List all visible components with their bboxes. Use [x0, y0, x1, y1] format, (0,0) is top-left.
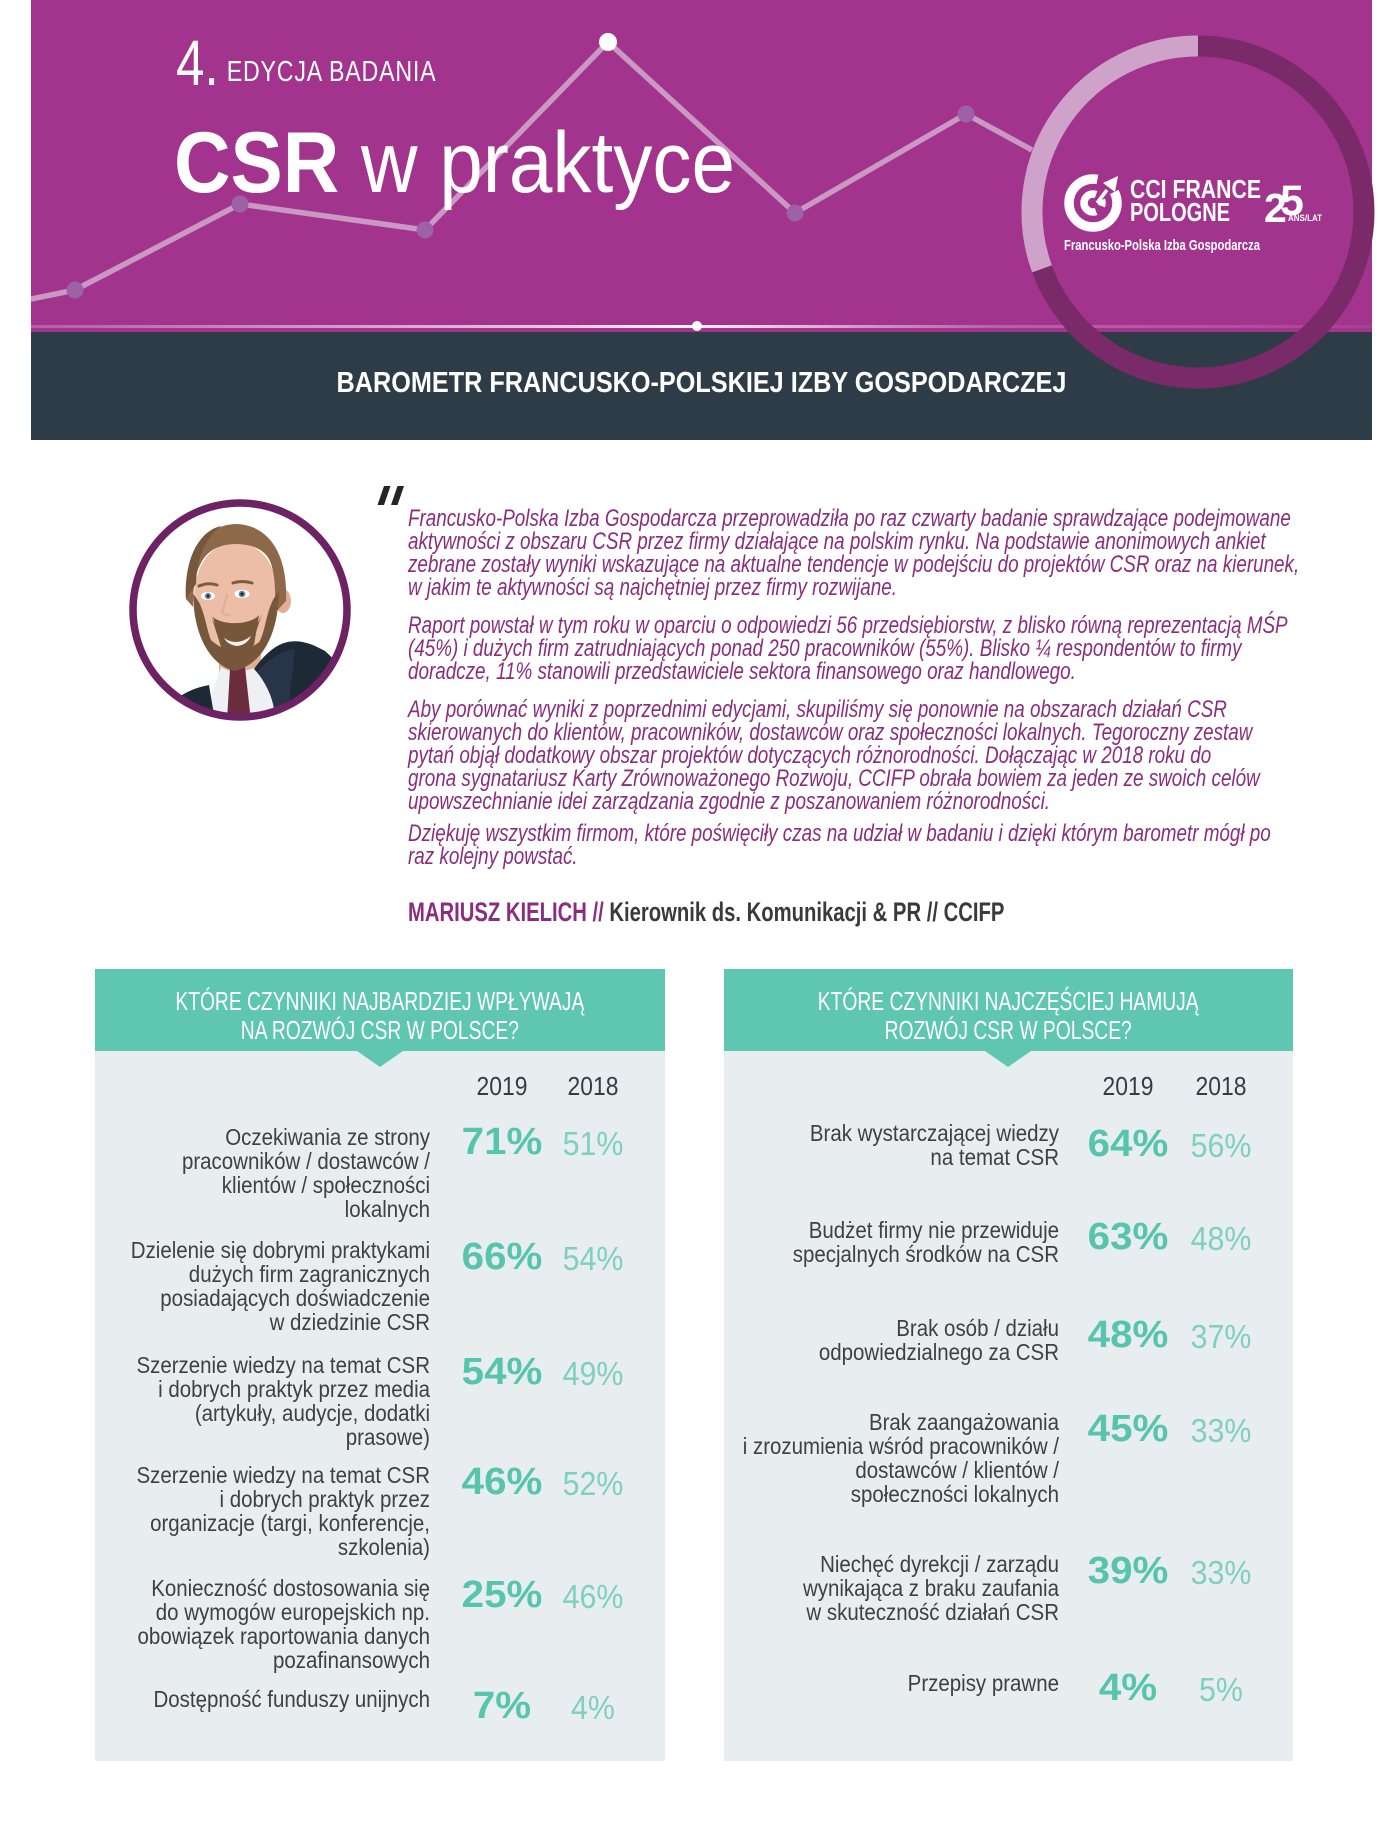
svg-text:CCI FRANCE: CCI FRANCE — [1130, 174, 1261, 204]
svg-text:5: 5 — [1280, 177, 1304, 225]
svg-text:POLOGNE: POLOGNE — [1130, 197, 1230, 227]
svg-text:Francusko-Polska Izba Gospodar: Francusko-Polska Izba Gospodarcza — [1064, 237, 1260, 254]
svg-text:2: 2 — [1264, 185, 1287, 231]
svg-text:ANS/LAT: ANS/LAT — [1288, 213, 1322, 224]
